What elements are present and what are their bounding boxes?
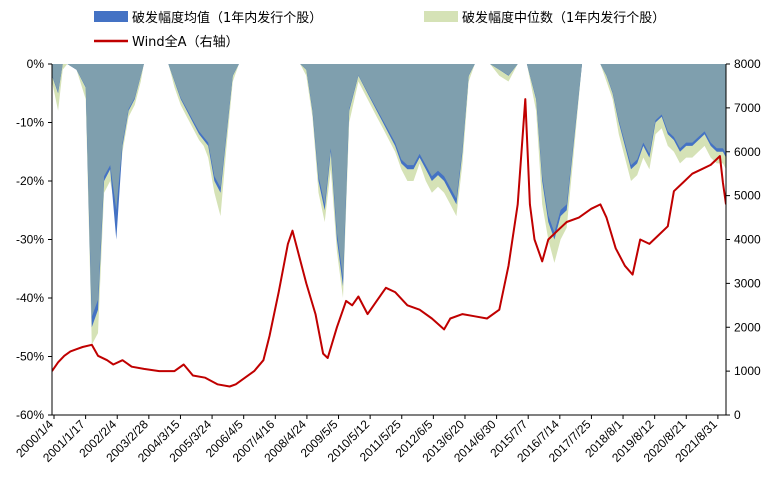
legend-label-wind: Wind全A（右轴） — [132, 34, 239, 50]
legend: 破发幅度均值（1年内发行个股） 破发幅度中位数（1年内发行个股） Wind全A（… — [94, 10, 665, 50]
left-tick-labels: 0% -10% -20% -30% -40% -50% -60% — [16, 57, 52, 422]
left-tick-label: -20% — [16, 174, 44, 188]
right-tick-label: 7000 — [734, 101, 761, 115]
right-tick-label: 2000 — [734, 320, 761, 334]
legend-label-median: 破发幅度中位数（1年内发行个股） — [462, 10, 665, 26]
right-tick-label: 6000 — [734, 145, 761, 159]
legend-label-mean: 破发幅度均值（1年内发行个股） — [132, 10, 322, 26]
left-tick-label: -50% — [16, 350, 44, 364]
left-tick-label: -30% — [16, 233, 44, 247]
legend-swatch-median — [424, 11, 458, 22]
left-tick-label: 0% — [27, 57, 45, 71]
right-tick-label: 5000 — [734, 189, 761, 203]
x-tick-labels: 2000/1/42001/1/172002/2/42003/2/282004/3… — [13, 415, 720, 465]
wind-index-line — [52, 98, 726, 388]
right-tick-label: 0 — [734, 408, 741, 422]
right-tick-labels: 8000 7000 6000 5000 4000 3000 2000 1000 0 — [726, 57, 761, 422]
legend-swatch-mean — [94, 11, 128, 22]
left-tick-label: -40% — [16, 291, 44, 305]
overlap-area — [52, 64, 726, 317]
right-tick-label: 1000 — [734, 364, 761, 378]
right-tick-label: 8000 — [734, 57, 761, 71]
left-tick-label: -60% — [16, 408, 44, 422]
left-tick-label: -10% — [16, 116, 44, 130]
right-tick-label: 4000 — [734, 233, 761, 247]
right-tick-label: 3000 — [734, 276, 761, 290]
